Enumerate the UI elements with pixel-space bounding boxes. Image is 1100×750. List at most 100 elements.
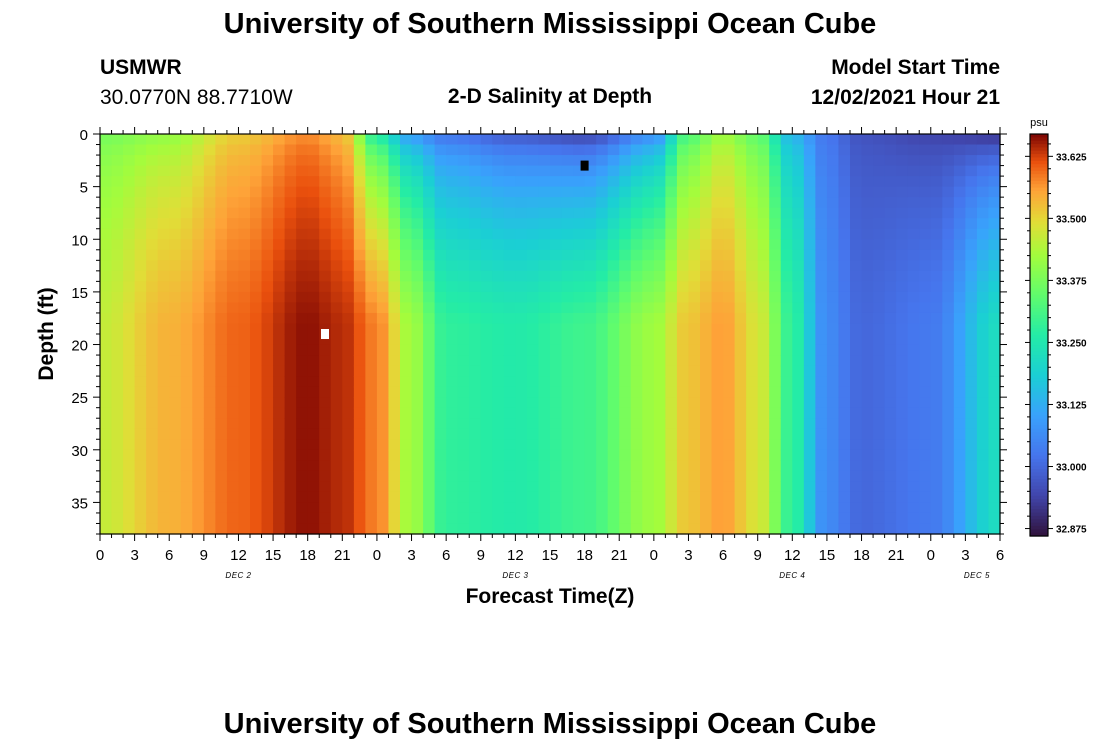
colorbar-swatch <box>1030 469 1048 473</box>
heatmap-cell <box>296 249 309 261</box>
heatmap-cell <box>296 502 309 514</box>
heatmap-cell <box>676 155 690 167</box>
heatmap-cell <box>953 334 966 346</box>
colorbar-swatch <box>1030 201 1048 205</box>
heatmap-cell <box>676 407 690 419</box>
heatmap-cell <box>111 428 124 440</box>
heatmap-cell <box>434 344 447 356</box>
heatmap-cell <box>688 491 701 504</box>
heatmap-cell <box>573 397 586 409</box>
heatmap-cell <box>942 302 955 314</box>
heatmap-cell <box>261 176 274 188</box>
heatmap-cell <box>596 239 609 251</box>
heatmap-cell <box>469 355 482 367</box>
heatmap-cell <box>100 523 113 535</box>
heatmap-cell <box>942 365 955 377</box>
heatmap-cell <box>319 334 332 346</box>
heatmap-cell <box>861 207 874 219</box>
heatmap-cell <box>769 249 782 261</box>
heatmap-cell <box>676 197 690 209</box>
heatmap-cell <box>734 197 747 209</box>
heatmap-cell <box>584 249 597 261</box>
heatmap-cell <box>826 407 840 419</box>
heatmap-cell <box>526 155 540 167</box>
heatmap-cell <box>215 334 228 346</box>
heatmap-cell <box>342 428 355 440</box>
heatmap-cell <box>584 439 597 451</box>
heatmap-cell <box>469 523 482 535</box>
heatmap-cell <box>538 523 551 535</box>
heatmap-cell <box>411 355 424 367</box>
heatmap-cell <box>850 249 863 261</box>
heatmap-cell <box>826 144 840 156</box>
heatmap-cell <box>250 355 263 367</box>
heatmap-cell <box>192 218 205 230</box>
heatmap-cell <box>192 344 205 356</box>
heatmap-cell <box>723 418 736 430</box>
heatmap-cell <box>561 439 574 451</box>
heatmap-cell <box>526 481 540 493</box>
heatmap-cell <box>492 165 505 177</box>
heatmap-cell <box>780 355 793 367</box>
heatmap-cell <box>492 323 505 335</box>
heatmap-cell <box>665 407 678 419</box>
heatmap-cell <box>261 165 274 177</box>
heatmap-cell <box>965 165 978 177</box>
heatmap-cell <box>653 270 666 282</box>
heatmap-cell <box>780 144 793 156</box>
heatmap-cell <box>850 228 863 240</box>
heatmap-cell <box>446 376 459 388</box>
heatmap-cell <box>353 312 366 325</box>
heatmap-cell <box>988 344 1001 356</box>
heatmap-cell <box>757 355 770 367</box>
heatmap-cell <box>815 449 828 461</box>
heatmap-cell <box>838 376 851 388</box>
heatmap-cell <box>515 428 528 440</box>
heatmap-cell <box>688 512 701 525</box>
heatmap-cell <box>653 386 666 398</box>
heatmap-cell <box>330 428 343 440</box>
heatmap-cell <box>596 134 609 146</box>
heatmap-cell <box>896 365 909 377</box>
heatmap-cell <box>953 376 966 388</box>
heatmap-cell <box>215 207 228 219</box>
heatmap-cell <box>365 386 378 398</box>
heatmap-cell <box>446 312 459 325</box>
heatmap-cell <box>815 218 828 230</box>
heatmap-cell <box>711 397 724 409</box>
heatmap-cell <box>146 449 159 461</box>
heatmap-cell <box>296 218 309 230</box>
heatmap-cell <box>584 312 597 325</box>
heatmap-cell <box>723 512 736 525</box>
heatmap-cell <box>688 144 701 156</box>
heatmap-cell <box>503 228 516 240</box>
heatmap-cell <box>146 365 159 377</box>
colorbar-swatch <box>1030 157 1048 162</box>
heatmap-cell <box>711 291 724 304</box>
heatmap-cell <box>792 155 805 167</box>
heatmap-cell <box>250 491 263 504</box>
heatmap-cell <box>411 502 424 514</box>
heatmap-cell <box>423 470 436 482</box>
heatmap-cell <box>676 512 690 525</box>
colorbar-swatch <box>1030 375 1048 380</box>
heatmap-cell <box>757 144 770 156</box>
heatmap-cell <box>238 344 251 356</box>
heatmap-cell <box>111 355 124 367</box>
heatmap-cell <box>365 281 378 293</box>
heatmap-cell <box>942 397 955 409</box>
heatmap-cell <box>584 197 597 209</box>
heatmap-cell <box>826 481 840 493</box>
heatmap-cell <box>769 134 782 146</box>
heatmap-cell <box>584 355 597 367</box>
colorbar-swatch <box>1030 301 1048 306</box>
heatmap-cell <box>238 197 251 209</box>
heatmap-cell <box>169 249 182 261</box>
heatmap-cell <box>330 270 343 282</box>
heatmap-cell <box>342 218 355 230</box>
heatmap-cell <box>676 502 690 514</box>
heatmap-cell <box>792 386 805 398</box>
heatmap-cell <box>930 439 943 451</box>
heatmap-cell <box>273 460 286 472</box>
heatmap-cell <box>873 407 886 419</box>
